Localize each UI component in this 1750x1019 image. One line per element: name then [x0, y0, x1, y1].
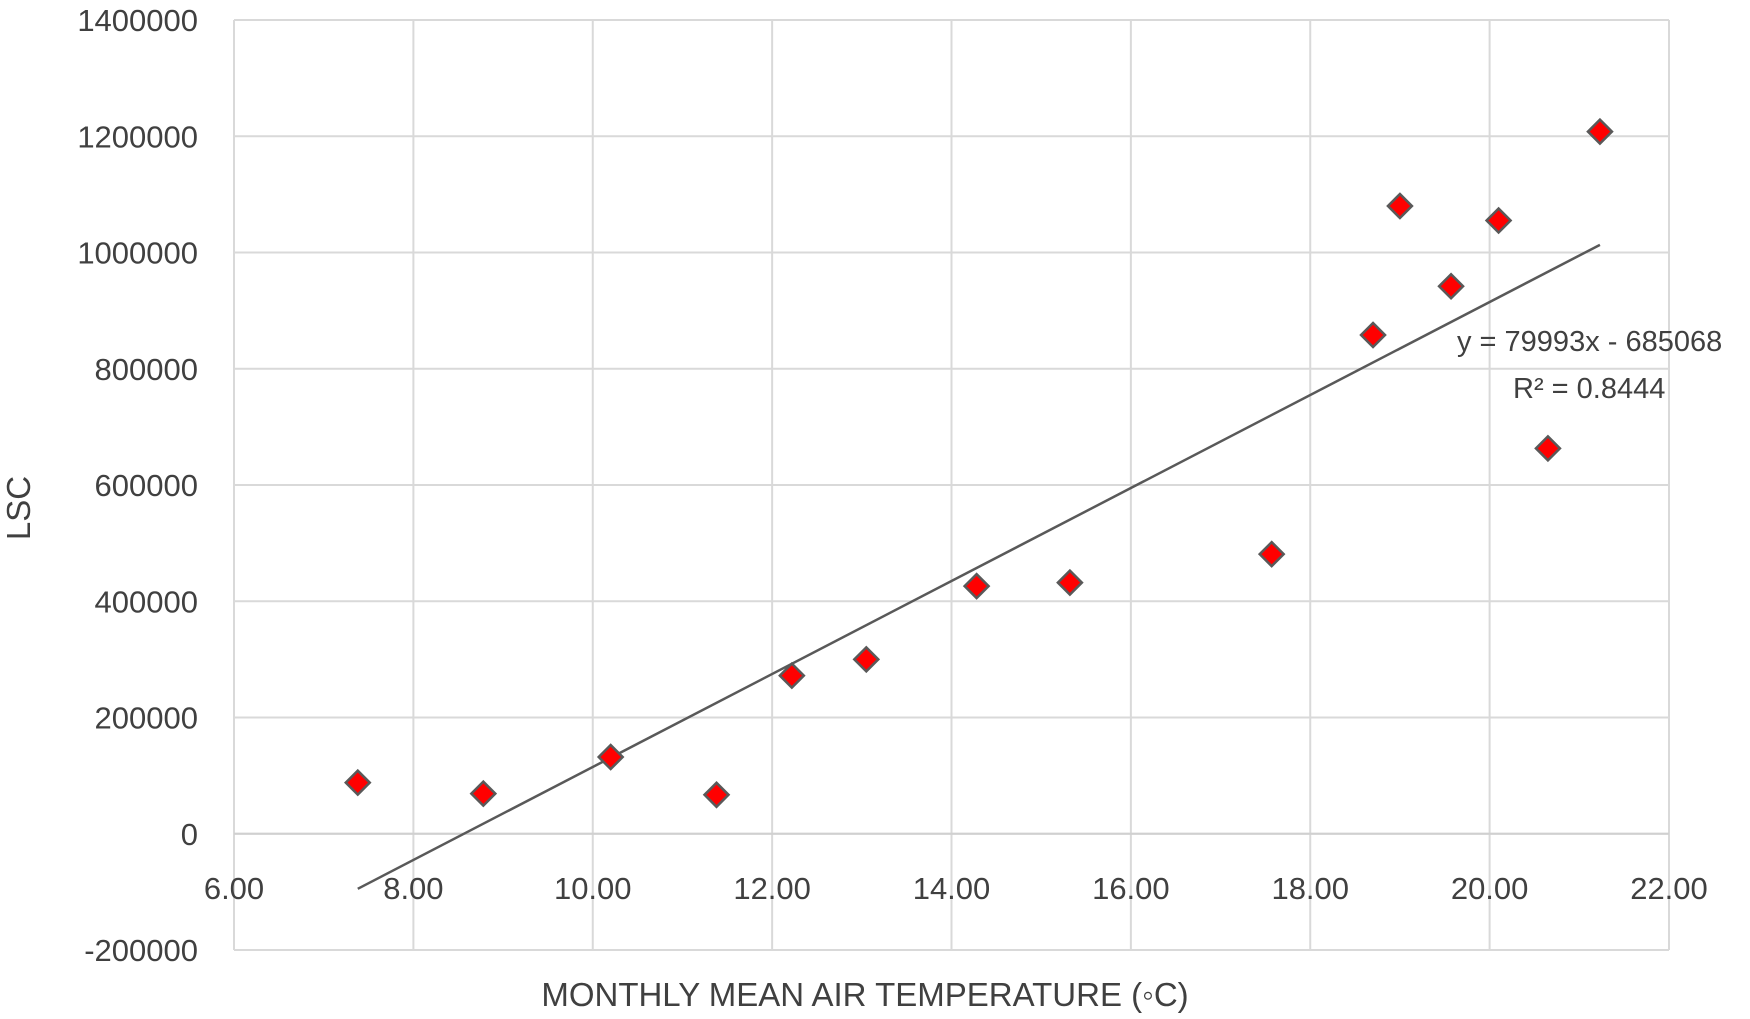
data-point [596, 743, 625, 771]
trendline-equation: y = 79993x - 685068 [1457, 326, 1722, 358]
data-point [344, 768, 372, 797]
y-tick-label: 800000 [95, 352, 198, 387]
x-tick-label: 18.00 [1271, 871, 1349, 906]
x-tick-label: 16.00 [1092, 871, 1170, 906]
x-tick-label: 20.00 [1451, 871, 1529, 906]
data-point [469, 779, 498, 808]
trendline-r-squared: R² = 0.8444 [1513, 373, 1665, 405]
y-axis-title: LSC [0, 476, 37, 540]
data-point [1056, 568, 1084, 597]
data-points [344, 117, 1614, 809]
x-tick-label: 22.00 [1630, 871, 1708, 906]
y-tick-label: 0 [181, 817, 198, 852]
y-tick-label: 1400000 [77, 3, 198, 38]
data-point [1257, 540, 1286, 568]
y-tick-label: 600000 [95, 468, 198, 503]
data-point [1534, 434, 1562, 463]
x-tick-label: 14.00 [913, 871, 991, 906]
x-axis-ticks: 6.00 8.00 10.00 12.00 14.00 16.00 18.00 20.00 22… [204, 871, 1708, 906]
x-tick-label: 12.00 [733, 871, 811, 906]
x-tick-label: 8.00 [383, 871, 443, 906]
data-point [702, 781, 731, 809]
x-tick-label: 6.00 [204, 871, 264, 906]
data-point [852, 645, 881, 674]
grid [233, 19, 1670, 951]
y-tick-label: 1200000 [77, 119, 198, 154]
data-point [1437, 272, 1465, 300]
x-tick-label: 10.00 [554, 871, 632, 906]
data-point [962, 572, 991, 600]
trendline-group [357, 243, 1601, 890]
data-point [1484, 206, 1513, 235]
data-point [778, 661, 806, 690]
y-tick-label: -200000 [84, 933, 198, 968]
y-tick-label: 1000000 [77, 236, 198, 271]
data-point [1586, 117, 1614, 146]
trendline [357, 243, 1601, 890]
y-tick-label: 400000 [95, 584, 198, 619]
y-tick-label: 200000 [95, 701, 198, 736]
x-axis-title: MONTHLY MEAN AIR TEMPERATURE (◦C) [541, 976, 1188, 1013]
y-axis-ticks: -200000 0 200000 400000 600000 800000 1000000 1… [77, 3, 198, 968]
data-point [1386, 192, 1414, 220]
data-point [1359, 321, 1387, 349]
